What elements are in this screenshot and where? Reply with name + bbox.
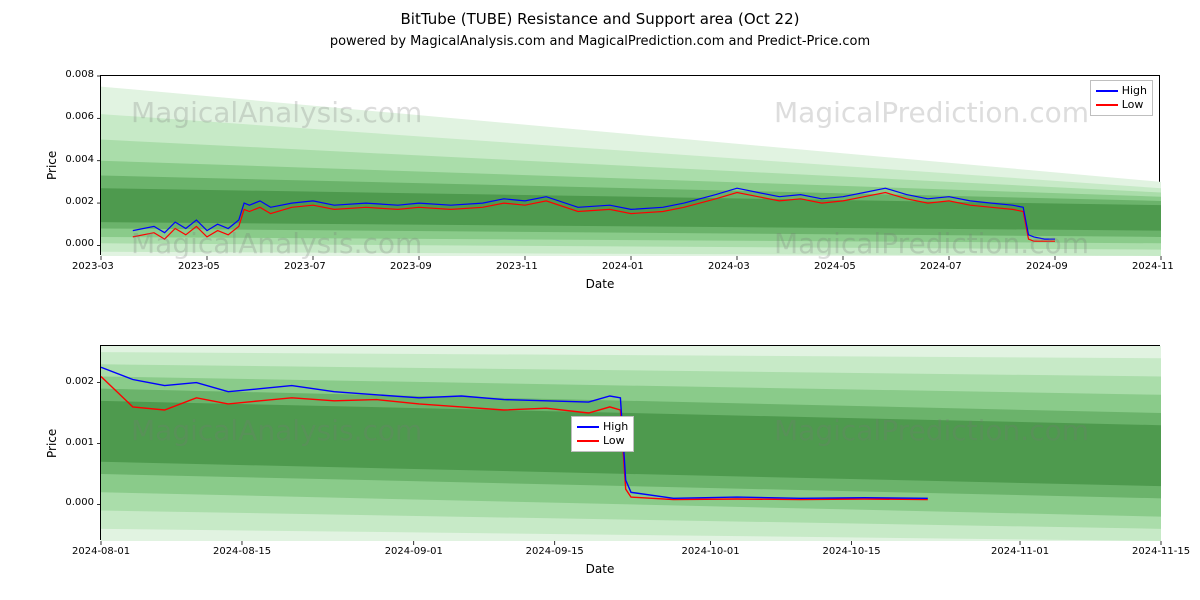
legend-label-low-b: Low (603, 434, 625, 448)
x-tick-label: 2024-08-15 (213, 546, 271, 557)
x-tick-label: 2023-05 (178, 261, 220, 272)
y-tick-label: 0.002 (65, 376, 94, 387)
y-tick-label: 0.001 (65, 437, 94, 448)
top-chart-panel: MagicalAnalysis.com MagicalPrediction.co… (100, 75, 1160, 255)
x-tick-label: 2024-10-15 (822, 546, 880, 557)
y-tick-label: 0.002 (65, 196, 94, 207)
x-tick-label: 2023-09 (390, 261, 432, 272)
x-tick-label: 2024-08-01 (72, 546, 130, 557)
top-legend: High Low (1090, 80, 1153, 116)
x-tick-label: 2024-09-15 (526, 546, 584, 557)
top-y-axis-label: Price (45, 151, 59, 180)
chart-subtitle: powered by MagicalAnalysis.com and Magic… (0, 34, 1200, 49)
top-x-axis-label: Date (0, 277, 1200, 291)
y-tick-label: 0.008 (65, 69, 94, 80)
legend-label-low: Low (1122, 98, 1144, 112)
x-tick-label: 2024-10-01 (682, 546, 740, 557)
bottom-chart-panel: MagicalAnalysis.com MagicalPrediction.co… (100, 345, 1160, 540)
legend-label-high: High (1122, 84, 1147, 98)
legend-label-high-b: High (603, 420, 628, 434)
x-tick-label: 2024-09-01 (385, 546, 443, 557)
x-tick-label: 2024-11 (1132, 261, 1174, 272)
legend-swatch-low-b (577, 440, 599, 442)
bottom-x-axis-label: Date (0, 562, 1200, 576)
bottom-legend: High Low (571, 416, 634, 452)
legend-row-high-b: High (577, 420, 628, 434)
legend-swatch-low (1096, 104, 1118, 106)
x-tick-label: 2024-07 (920, 261, 962, 272)
top-chart-svg (101, 76, 1161, 256)
legend-swatch-high (1096, 90, 1118, 92)
y-tick-label: 0.000 (65, 497, 94, 508)
bottom-y-axis-label: Price (45, 428, 59, 457)
legend-row-low: Low (1096, 98, 1147, 112)
x-tick-label: 2024-05 (814, 261, 856, 272)
x-tick-label: 2023-03 (72, 261, 114, 272)
x-tick-label: 2023-11 (496, 261, 538, 272)
y-tick-label: 0.000 (65, 238, 94, 249)
x-tick-label: 2023-07 (284, 261, 326, 272)
y-tick-label: 0.004 (65, 154, 94, 165)
legend-row-high: High (1096, 84, 1147, 98)
legend-row-low-b: Low (577, 434, 628, 448)
y-tick-label: 0.006 (65, 111, 94, 122)
legend-swatch-high-b (577, 426, 599, 428)
x-tick-label: 2024-03 (708, 261, 750, 272)
x-tick-label: 2024-01 (602, 261, 644, 272)
x-tick-label: 2024-11-01 (991, 546, 1049, 557)
chart-title: BitTube (TUBE) Resistance and Support ar… (0, 10, 1200, 28)
x-tick-label: 2024-11-15 (1132, 546, 1190, 557)
x-tick-label: 2024-09 (1026, 261, 1068, 272)
